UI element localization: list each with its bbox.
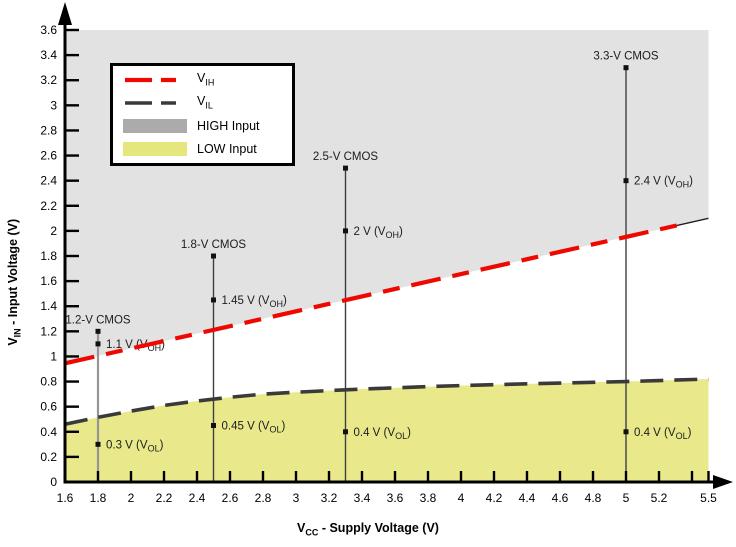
device-top-marker [95, 328, 101, 334]
y-tick-label: 3.6 [40, 23, 57, 37]
y-tick-label: 0 [50, 475, 57, 489]
y-tick-label: 2.2 [40, 199, 57, 213]
high-input-swatch-icon [123, 119, 187, 133]
y-tick-label: 3.4 [40, 48, 57, 62]
x-axis-arrow-icon [713, 475, 733, 489]
y-tick-label: 2 [50, 224, 57, 238]
x-tick-label: 2.8 [255, 491, 272, 505]
legend-item-vil: VIL [123, 93, 292, 113]
x-tick-label: 4.4 [519, 491, 536, 505]
x-tick-label: 3 [293, 491, 300, 505]
x-tick-label: 5 [623, 491, 630, 505]
legend-item-high-input: HIGH Input [123, 116, 292, 136]
x-tick-label: 2.2 [156, 491, 173, 505]
x-tick-label: 1.6 [57, 491, 74, 505]
legend-item-vih: VIH [123, 70, 292, 90]
vol-marker [211, 423, 216, 428]
y-tick-label: 1.6 [40, 274, 57, 288]
x-tick-label: 5.2 [651, 491, 668, 505]
low-input-region [65, 379, 709, 482]
x-tick-label: 3.6 [387, 491, 404, 505]
vol-label: 0.45 V (VOL) [222, 421, 286, 435]
voh-label: 1.45 V (VOH) [222, 295, 287, 309]
vih-edge-segment [675, 217, 709, 227]
legend-label-vil: VIL [197, 94, 213, 111]
voh-marker [623, 178, 629, 184]
y-tick-label: 1.4 [40, 299, 57, 313]
x-tick-label: 4 [458, 491, 465, 505]
voh-marker [95, 341, 101, 347]
voh-label: 2 V (VOH) [354, 226, 403, 240]
vol-marker [95, 441, 101, 447]
vih-dash-sample-icon [125, 77, 185, 83]
x-tick-label: 3.4 [354, 491, 371, 505]
x-tick-label: 1.8 [90, 491, 107, 505]
x-tick-label: 2 [128, 491, 135, 505]
device-name-label: 1.8-V CMOS [181, 239, 247, 251]
x-tick-label: 5.5 [700, 491, 717, 505]
device-1-8-v-cmos: 1.8-V CMOS 1.45 V (VOH) 0.45 V (VOL) [181, 239, 287, 482]
y-tick-label: 1 [50, 349, 57, 363]
legend-item-low-input: LOW Input [123, 139, 292, 159]
y-tick-label: 0.4 [40, 425, 57, 439]
legend-label-high-input: HIGH Input [197, 118, 260, 133]
x-tick-label: 3.2 [321, 491, 338, 505]
y-axis-title: VIN - Input Voltage (V) [5, 218, 23, 346]
x-tick-label: 2.4 [189, 491, 206, 505]
vol-label: 0.4 V (VOL) [634, 427, 692, 441]
vol-marker [343, 429, 348, 435]
device-top-marker [211, 253, 216, 259]
voh-marker [211, 297, 216, 303]
x-tick-label: 3.8 [420, 491, 437, 505]
x-tick-label: 4.6 [552, 491, 569, 505]
y-tick-label: 2.6 [40, 149, 57, 163]
x-axis-title: VCC - Supply Voltage (V) [297, 521, 439, 538]
legend: VIH VIL HIGH Input LOW Input [110, 63, 295, 166]
vol-label: 0.4 V (VOL) [354, 427, 412, 441]
device-top-marker [623, 65, 629, 71]
legend-label-vih: VIH [197, 71, 215, 88]
voh-label: 2.4 V (VOH) [634, 176, 693, 190]
y-tick-label: 0.6 [40, 400, 57, 414]
x-tick-label: 4.8 [585, 491, 602, 505]
y-tick-label: 1.2 [40, 324, 57, 338]
vih-line [64, 222, 680, 366]
x-tick-label: 2.6 [222, 491, 239, 505]
legend-label-low-input: LOW Input [197, 141, 257, 156]
y-tick-label: 1.8 [40, 249, 57, 263]
y-tick-label: 3.2 [40, 73, 57, 87]
device-2-5-v-cmos: 2.5-V CMOS 2 V (VOH) 0.4 V (VOL) [313, 151, 411, 482]
x-tick-label: 4.2 [486, 491, 503, 505]
device-3-3-v-cmos: 3.3-V CMOS 2.4 V (VOH) 0.4 V (VOL) [593, 51, 693, 482]
device-name-label: 1.2-V CMOS [65, 314, 131, 326]
voh-marker [343, 228, 348, 234]
vol-marker [623, 429, 629, 435]
low-input-swatch-icon [123, 142, 187, 156]
y-axis-arrow-icon [58, 2, 72, 25]
device-top-marker [343, 165, 348, 171]
y-tick-label: 2.4 [40, 174, 57, 188]
device-name-label: 3.3-V CMOS [593, 51, 659, 63]
vil-line [64, 377, 709, 427]
y-tick-label: 3 [50, 98, 57, 112]
vil-dash-sample-icon [125, 101, 185, 105]
device-name-label: 2.5-V CMOS [313, 151, 379, 163]
y-tick-label: 2.8 [40, 123, 57, 137]
vol-label: 0.3 V (VOL) [106, 439, 164, 453]
y-tick-label: 0.2 [40, 450, 57, 464]
y-tick-label: 0.8 [40, 375, 57, 389]
